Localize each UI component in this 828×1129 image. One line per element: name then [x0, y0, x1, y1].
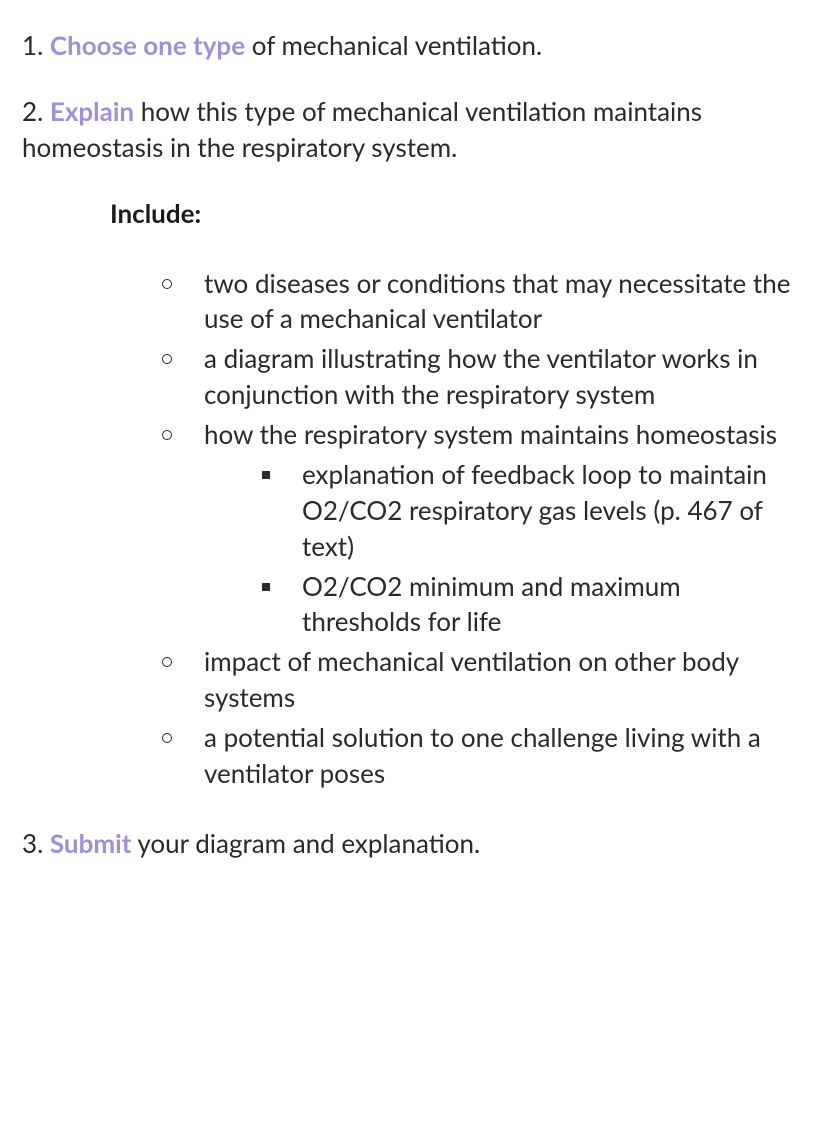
list-item-text: two diseases or conditions that may nece… [204, 267, 790, 335]
step-3-keyword: Submit [50, 827, 132, 859]
step-1-keyword: Choose one type [50, 29, 245, 61]
list-item: two diseases or conditions that may nece… [162, 266, 806, 338]
list-item: a potential solution to one challenge li… [162, 720, 806, 792]
step-2-keyword: Explain [50, 95, 134, 127]
step-2: 2. Explain how this type of mechanical v… [22, 94, 806, 166]
list-subitem: O2/CO2 minimum and maximum thresholds fo… [262, 569, 806, 641]
list-item: a diagram illustrating how the ventilato… [162, 341, 806, 413]
step-2-number: 2. [22, 95, 43, 127]
list-subitem-text: explanation of feedback loop to maintain… [302, 458, 767, 562]
assignment-document: 1. Choose one type of mechanical ventila… [0, 0, 828, 932]
list-subitem-text: O2/CO2 minimum and maximum thresholds fo… [302, 570, 681, 638]
include-block: Include: two diseases or conditions that… [110, 196, 806, 792]
include-list: two diseases or conditions that may nece… [110, 266, 806, 792]
list-item-text: impact of mechanical ventilation on othe… [204, 645, 739, 713]
include-label: Include: [110, 196, 806, 232]
list-item: impact of mechanical ventilation on othe… [162, 644, 806, 716]
list-item-text: a potential solution to one challenge li… [204, 721, 761, 789]
list-item-text: a diagram illustrating how the ventilato… [204, 342, 758, 410]
step-3-rest: your diagram and explanation. [131, 827, 480, 859]
step-1-number: 1. [22, 29, 43, 61]
step-3: 3. Submit your diagram and explanation. [22, 826, 806, 862]
step-3-number: 3. [22, 827, 43, 859]
step-1: 1. Choose one type of mechanical ventila… [22, 28, 806, 64]
include-sublist: explanation of feedback loop to maintain… [204, 457, 806, 640]
step-1-rest: of mechanical ventilation. [245, 29, 542, 61]
list-item: how the respiratory system maintains hom… [162, 417, 806, 640]
list-subitem: explanation of feedback loop to maintain… [262, 457, 806, 565]
list-item-text: how the respiratory system maintains hom… [204, 418, 777, 450]
